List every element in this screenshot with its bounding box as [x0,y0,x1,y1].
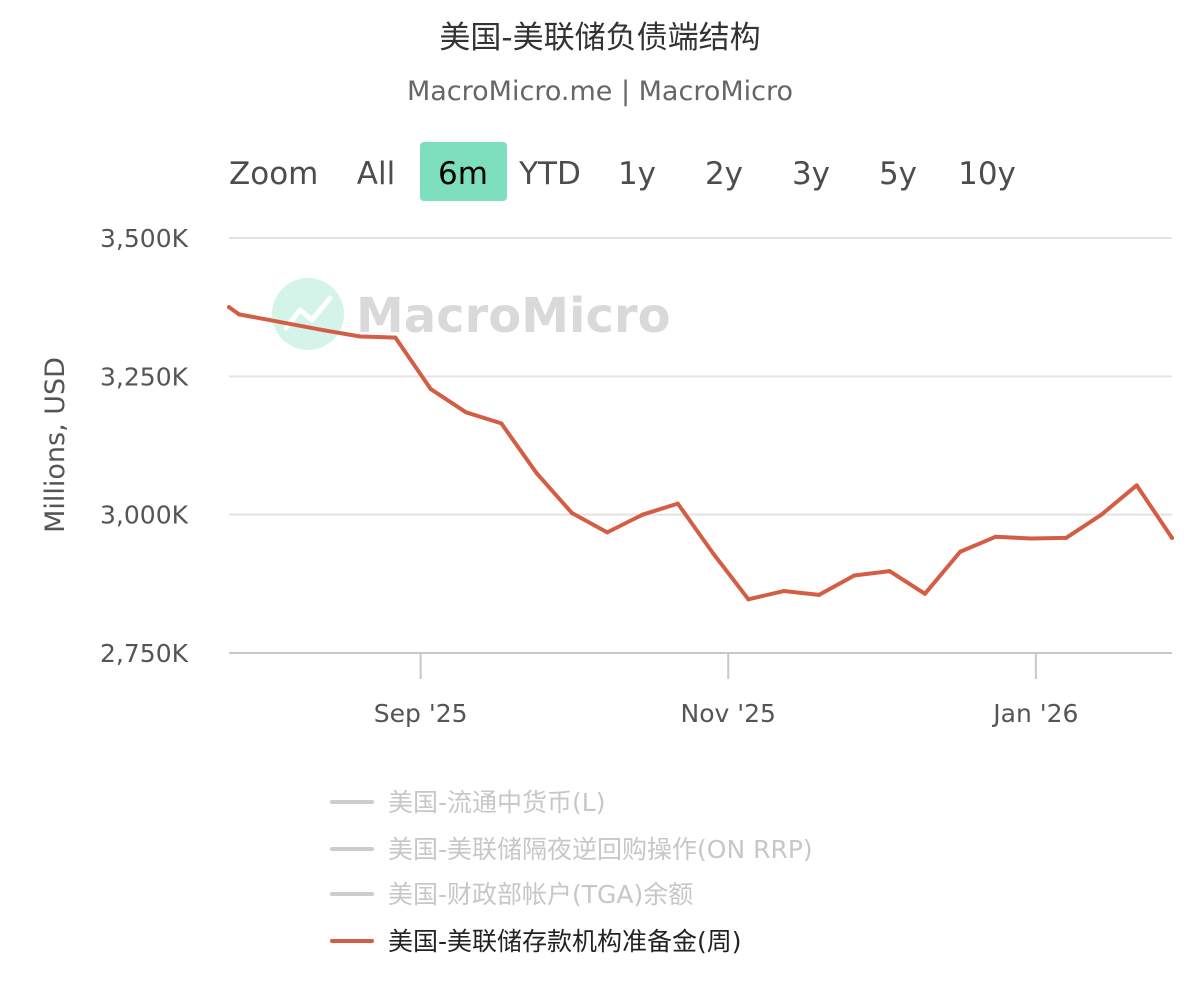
watermark-text: MacroMicro [356,288,671,344]
zoom-label: Zoom [229,156,318,192]
range-button-label: 10y [958,156,1016,192]
legend-label: 美国-财政部帐户(TGA)余额 [388,880,693,909]
range-button-label: 6m [438,156,488,192]
y-tick-label: 3,250K [100,362,189,391]
y-tick-label: 3,500K [100,224,189,253]
series-point[interactable] [640,512,645,517]
legend-item[interactable]: 美国-美联储存款机构准备金(周) [330,927,742,956]
range-button-label: YTD [518,156,581,192]
series-point[interactable] [322,328,327,333]
y-axis-title: Millions, USD [40,357,71,533]
legend-item[interactable]: 美国-财政部帐户(TGA)余额 [330,880,693,909]
series-point[interactable] [817,592,822,597]
series-point[interactable] [852,573,857,578]
legend-label: 美国-流通中货币(L) [388,788,605,817]
range-button-highlight [420,142,507,201]
range-button-3y[interactable]: 3y [792,156,830,192]
range-button-label: 1y [618,156,656,192]
range-button-6m[interactable]: 6m [420,142,507,201]
series-point[interactable] [499,421,504,426]
range-button-2y[interactable]: 2y [705,156,743,192]
series-point[interactable] [1028,536,1033,541]
series-point[interactable] [781,589,786,594]
series-line[interactable] [227,305,1174,602]
series-point[interactable] [605,530,610,535]
series-point[interactable] [1134,483,1139,488]
series-point[interactable] [237,312,242,317]
series-point[interactable] [958,549,963,554]
series-point[interactable] [358,334,363,339]
x-tick-label: Sep '25 [374,699,468,728]
series-point[interactable] [1099,512,1104,517]
range-button-all[interactable]: All [357,156,395,192]
series-point[interactable] [227,305,231,310]
legend-label: 美国-美联储存款机构准备金(周) [388,927,742,956]
y-axis-ticks: 3,500K 3,250K 3,000K 2,750K [100,224,189,668]
series-point[interactable] [1064,535,1069,540]
series-point[interactable] [922,591,927,596]
series-point[interactable] [393,335,398,340]
series-point[interactable] [993,534,998,539]
watermark: MacroMicro [272,278,671,350]
y-tick-label: 3,000K [100,501,189,530]
chart-title: 美国-美联储负债端结构 [439,20,760,56]
grid-lines [229,237,1172,654]
series-layer [227,305,1174,602]
series-point[interactable] [428,387,433,392]
y-tick-label: 2,750K [100,639,189,668]
legend-item[interactable]: 美国-流通中货币(L) [330,788,605,817]
range-button-label: All [357,156,395,192]
watermark-logo-trend-icon [283,295,333,331]
legend: 美国-流通中货币(L) 美国-美联储隔夜逆回购操作(ON RRP) 美国-财政部帐户… [330,788,813,956]
range-button-10y[interactable]: 10y [958,156,1016,192]
range-button-label: 2y [705,156,743,192]
x-tick-label: Jan '26 [991,699,1078,728]
series-point[interactable] [534,471,539,476]
series-point[interactable] [464,410,469,415]
range-button-5y[interactable]: 5y [879,156,917,192]
x-axis: Sep '25 Nov '25 Jan '26 [374,653,1078,728]
series-point[interactable] [1170,535,1174,540]
series-point[interactable] [569,511,574,516]
series-point[interactable] [711,551,716,556]
series-point[interactable] [675,501,680,506]
range-selector: Zoom All 6m YTD 1y 2y 3y 5y 10y [229,142,1016,201]
series-point[interactable] [887,569,892,574]
x-tick-label: Nov '25 [681,699,776,728]
legend-item[interactable]: 美国-美联储隔夜逆回购操作(ON RRP) [330,835,813,864]
range-button-label: 3y [792,156,830,192]
range-button-ytd[interactable]: YTD [518,156,581,192]
series-point[interactable] [746,597,751,602]
legend-label: 美国-美联储隔夜逆回购操作(ON RRP) [388,835,813,864]
range-button-1y[interactable]: 1y [618,156,656,192]
range-button-label: 5y [879,156,917,192]
chart-subtitle: MacroMicro.me | MacroMicro [407,76,793,107]
